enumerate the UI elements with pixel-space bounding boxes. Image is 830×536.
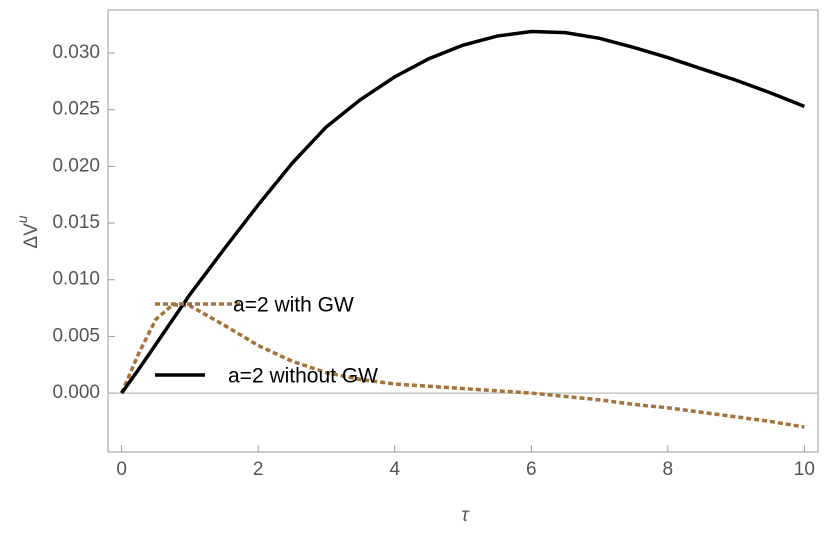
x-tick-label: 10 (794, 459, 815, 480)
x-tick-label: 4 (389, 459, 400, 480)
plot-frame (107, 9, 819, 453)
y-axis-label-sup: u (14, 215, 30, 223)
x-tick-label: 0 (116, 459, 127, 480)
y-tick-label: 0.005 (52, 325, 100, 346)
series-line (120, 302, 805, 429)
legend-label: a=2 with GW (233, 294, 354, 317)
x-tick-label: 8 (663, 459, 674, 480)
y-axis-label: ΔVu (14, 215, 42, 248)
y-tick-label: 0.025 (52, 99, 100, 120)
series-line (120, 29, 805, 395)
legend-label: a=2 without GW (228, 365, 378, 388)
y-tick-label: 0.000 (52, 382, 100, 403)
y-axis-label-base: ΔV (21, 223, 42, 249)
y-tick-label: 0.015 (52, 212, 100, 233)
x-tick-label: 6 (526, 459, 537, 480)
y-tick-label: 0.030 (52, 42, 100, 63)
x-tick-label: 2 (253, 459, 264, 480)
y-tick-label: 0.020 (52, 155, 100, 176)
y-tick-label: 0.010 (52, 269, 100, 290)
x-axis-label: τ (461, 505, 470, 526)
